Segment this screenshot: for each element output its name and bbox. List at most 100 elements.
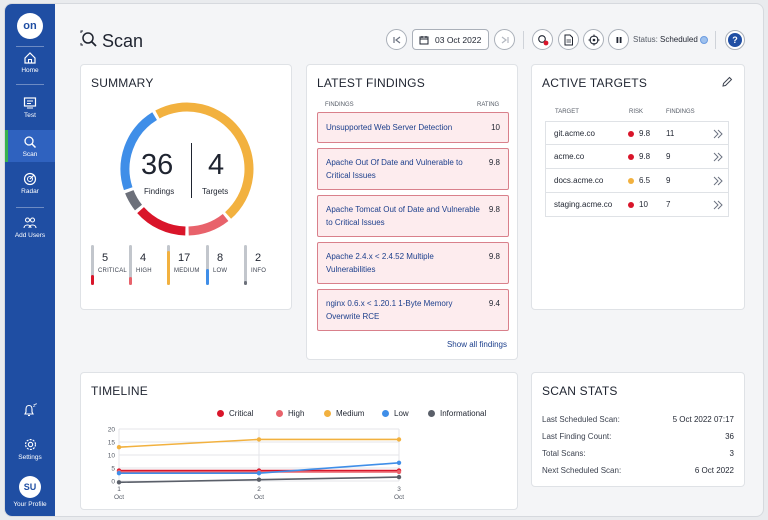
findings-column-header: FINDINGS <box>325 102 354 108</box>
finding-rating: 9.8 <box>488 158 500 167</box>
sidebar-item-label: Scan <box>22 151 38 158</box>
severity-bar-fill <box>91 275 94 285</box>
donut-slice-medium <box>155 102 254 219</box>
finding-row[interactable]: Apache 2.4.x < 2.4.52 Multiple Vulnerabi… <box>317 242 509 284</box>
severity-info: 2 INFO <box>244 245 280 285</box>
data-point-informational[interactable] <box>256 477 262 482</box>
data-point-low[interactable] <box>256 471 262 476</box>
scan-title-icon <box>80 30 97 47</box>
finding-row[interactable]: Apache Tomcat Out of Date and Vulnerable… <box>317 195 509 237</box>
severity-bar-fill <box>206 269 209 285</box>
app-logo[interactable]: on <box>17 13 43 39</box>
chevron-right-icon <box>713 200 723 210</box>
data-point-low[interactable] <box>396 460 402 465</box>
next-scan-button[interactable] <box>494 29 515 50</box>
svg-text:z: z <box>35 402 37 406</box>
risk-dot <box>628 131 634 137</box>
stat-value: 3 <box>729 449 734 458</box>
data-point-medium[interactable] <box>396 437 402 442</box>
target-findings: 11 <box>666 129 675 138</box>
targets-title: ACTIVE TARGETS <box>542 76 648 90</box>
latest-findings-card: LATEST FINDINGS FINDINGS RATING Unsuppor… <box>306 64 518 360</box>
data-point-medium[interactable] <box>256 437 262 442</box>
x-tick-label: Oct <box>394 494 404 501</box>
finding-title: Apache Tomcat Out of Date and Vulnerable… <box>326 205 480 227</box>
previous-scan-button[interactable] <box>386 29 407 50</box>
severity-bar-fill <box>167 251 170 285</box>
target-risk: 10 <box>639 200 648 209</box>
show-all-findings-link[interactable]: Show all findings <box>446 340 507 349</box>
x-tick-label: 3 <box>397 486 401 493</box>
pencil-icon[interactable] <box>721 76 733 88</box>
help-button[interactable]: ? <box>725 30 745 50</box>
target-row[interactable]: git.acme.co 9.8 11 <box>545 121 729 145</box>
severity-bar-fill <box>129 277 132 285</box>
finding-rating: 9.8 <box>488 205 500 214</box>
severity-bar-track <box>244 245 247 285</box>
date-picker[interactable]: 03 Oct 2022 <box>412 29 489 50</box>
header-divider <box>523 31 524 49</box>
legend-informational: Informational <box>428 409 486 418</box>
finding-title: Apache Out Of Date and Vulnerable to Cri… <box>326 158 463 180</box>
finding-row[interactable]: nginx 0.6.x < 1.20.1 1-Byte Memory Overw… <box>317 289 509 331</box>
target-row[interactable]: staging.acme.co 10 7 <box>545 193 729 217</box>
findings-label: Findings <box>144 187 175 196</box>
radar-icon <box>23 172 37 186</box>
data-point-informational[interactable] <box>116 480 122 485</box>
sidebar-item-add-users[interactable]: Add Users <box>5 214 55 242</box>
finding-title: Unsupported Web Server Detection <box>326 123 453 132</box>
scan-stats-card: SCAN STATS Last Scheduled Scan: 5 Oct 20… <box>531 372 745 487</box>
target-name: staging.acme.co <box>554 200 613 209</box>
y-tick-label: 0 <box>111 479 115 486</box>
header-divider <box>715 31 716 49</box>
severity-label: HIGH <box>136 268 152 274</box>
risk-dot <box>628 154 634 160</box>
target-button[interactable] <box>583 29 604 50</box>
finding-row[interactable]: Unsupported Web Server Detection 10 <box>317 112 509 143</box>
main-content: Scan 03 Oct 2022 Status: Scheduled ? <box>55 4 763 516</box>
x-tick-label: Oct <box>114 494 124 501</box>
legend-swatch <box>276 410 283 417</box>
svg-text:z: z <box>33 403 36 409</box>
summary-title: SUMMARY <box>91 76 154 90</box>
stat-key: Last Finding Count: <box>542 432 612 441</box>
sidebar-item-settings[interactable]: Settings <box>5 437 55 465</box>
targets-count: 4 <box>208 149 225 181</box>
sidebar-item-scan[interactable]: Scan <box>5 130 55 162</box>
status-value: Scheduled <box>660 35 698 44</box>
target-row[interactable]: docs.acme.co 6.5 9 <box>545 169 729 193</box>
rating-column-header: RATING <box>477 102 500 108</box>
stat-value: 5 Oct 2022 07:17 <box>672 415 734 424</box>
findings-column-header: FINDINGS <box>666 109 695 115</box>
target-name: docs.acme.co <box>554 176 604 185</box>
report-button[interactable] <box>558 29 579 50</box>
sidebar-item-test[interactable]: Test <box>5 93 55 121</box>
donut-slice-low <box>120 112 158 191</box>
sidebar-item-label: Home <box>21 67 39 74</box>
severity-label: LOW <box>213 268 228 274</box>
sidebar-item-radar[interactable]: Radar <box>5 170 55 198</box>
data-point-medium[interactable] <box>116 445 122 450</box>
legend-label: Informational <box>440 409 487 418</box>
pause-button[interactable] <box>608 29 629 50</box>
profile-button[interactable]: SU Your Profile <box>5 476 55 514</box>
target-name: acme.co <box>554 152 585 161</box>
severity-count: 4 <box>140 252 147 264</box>
sidebar-item-home[interactable]: Home <box>5 48 55 76</box>
finding-row[interactable]: Apache Out Of Date and Vulnerable to Cri… <box>317 148 509 190</box>
data-point-low[interactable] <box>116 471 122 476</box>
target-findings: 7 <box>666 200 671 209</box>
targets-label: Targets <box>202 187 229 196</box>
data-point-informational[interactable] <box>396 474 402 480</box>
summary-card: SUMMARY 36 Findings 4 Targets 5 CRITICAL… <box>80 64 292 310</box>
severity-label: INFO <box>251 268 267 274</box>
severity-bar-track <box>91 245 94 285</box>
data-point-high[interactable] <box>396 469 402 475</box>
target-risk: 6.5 <box>639 176 651 185</box>
stop-scan-button[interactable] <box>532 29 553 50</box>
legend-swatch <box>324 410 331 417</box>
target-row[interactable]: acme.co 9.8 9 <box>545 145 729 169</box>
